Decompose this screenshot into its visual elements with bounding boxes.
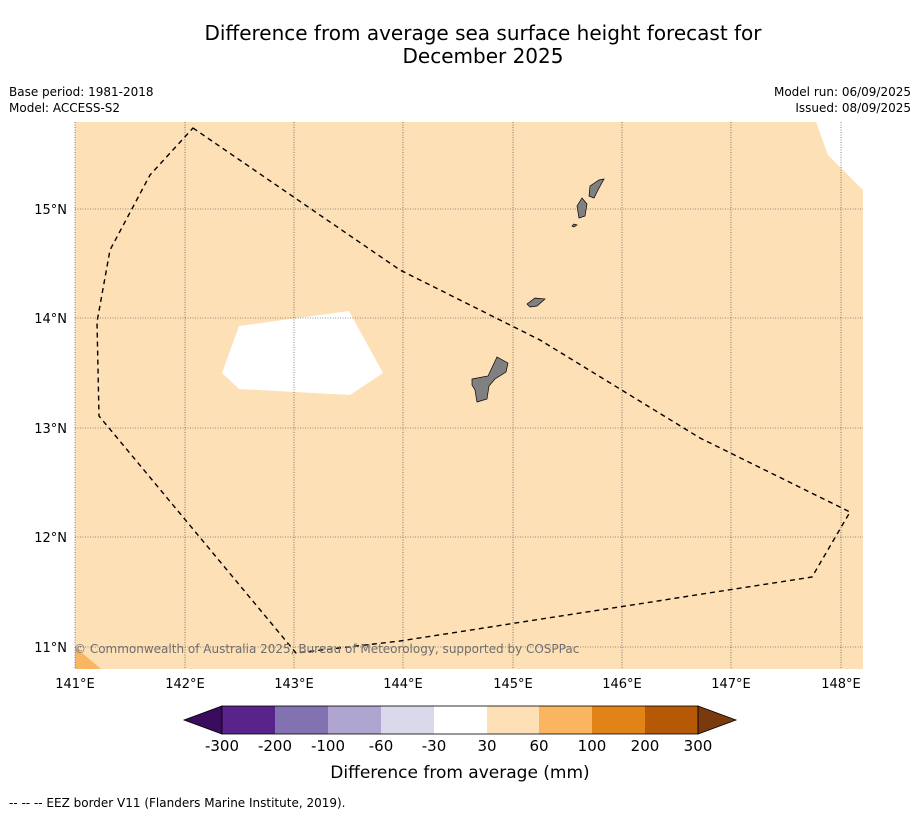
colorbar-segment bbox=[275, 706, 328, 734]
meta-right: Model run: 06/09/2025 Issued: 08/09/2025 bbox=[774, 84, 911, 116]
colorbar-segment bbox=[328, 706, 381, 734]
model-name: Model: ACCESS-S2 bbox=[9, 101, 121, 115]
colorbar-label: -200 bbox=[258, 737, 292, 755]
colorbar-label: 30 bbox=[477, 737, 496, 755]
colorbar-labels: -300 -200 -100 -60 -30 30 60 100 200 300 bbox=[205, 737, 712, 755]
lat-label: 11°N bbox=[34, 641, 67, 656]
lon-label: 148°E bbox=[821, 677, 861, 692]
island-tinian bbox=[576, 197, 588, 219]
colorbar-outline bbox=[221, 705, 699, 735]
base-period: Base period: 1981-2018 bbox=[9, 85, 154, 99]
colorbar-label: 300 bbox=[684, 737, 713, 755]
colorbar-label: -60 bbox=[369, 737, 394, 755]
colorbar: -300 -200 -100 -60 -30 30 60 100 200 300… bbox=[182, 705, 738, 783]
lon-label: 142°E bbox=[165, 677, 205, 692]
lat-label: 12°N bbox=[34, 531, 67, 546]
lon-label: 147°E bbox=[711, 677, 751, 692]
colorbar-segment bbox=[645, 706, 698, 734]
map-area: © Commonwealth of Australia 2025, Bureau… bbox=[74, 122, 863, 669]
issued-date: Issued: 08/09/2025 bbox=[795, 101, 911, 115]
colorbar-title: Difference from average (mm) bbox=[330, 763, 589, 783]
positive-anomaly-corner bbox=[75, 647, 101, 669]
lat-label: 15°N bbox=[34, 203, 67, 218]
latitude-labels: 15°N 14°N 13°N 12°N 11°N bbox=[34, 203, 67, 656]
colorbar-segment bbox=[222, 706, 275, 734]
island-guam bbox=[471, 356, 509, 403]
model-run: Model run: 06/09/2025 bbox=[773, 85, 911, 99]
title-line-1: Difference from average sea surface heig… bbox=[204, 21, 762, 45]
lon-label: 143°E bbox=[274, 677, 314, 692]
island-rota bbox=[526, 297, 546, 308]
island-saipan bbox=[588, 178, 605, 199]
island-aguijan bbox=[571, 223, 578, 228]
lon-label: 141°E bbox=[55, 677, 95, 692]
colorbar-extend-high bbox=[697, 705, 738, 735]
colorbar-extend-low bbox=[182, 705, 223, 735]
colorbar-label: -300 bbox=[205, 737, 239, 755]
colorbar-segment bbox=[381, 706, 434, 734]
meta-left: Base period: 1981-2018 Model: ACCESS-S2 bbox=[9, 84, 154, 116]
colorbar-label: -30 bbox=[422, 737, 447, 755]
ocean-anomaly-fill bbox=[75, 122, 863, 669]
islands bbox=[471, 178, 605, 403]
copyright-note: © Commonwealth of Australia 2025, Bureau… bbox=[74, 642, 579, 656]
map-figure: © Commonwealth of Australia 2025, Bureau… bbox=[34, 122, 863, 783]
colorbar-segment bbox=[434, 706, 487, 734]
chart-title: Difference from average sea surface heig… bbox=[0, 22, 919, 68]
colorbar-segment bbox=[487, 706, 539, 734]
gridlines bbox=[74, 122, 863, 669]
longitude-labels: 141°E 142°E 143°E 144°E 145°E 146°E 147°… bbox=[55, 677, 861, 692]
colorbar-label: 100 bbox=[578, 737, 607, 755]
colorbar-label: 200 bbox=[631, 737, 660, 755]
lat-label: 13°N bbox=[34, 422, 67, 437]
colorbar-label: 60 bbox=[529, 737, 548, 755]
lat-label: 14°N bbox=[34, 312, 67, 327]
lon-label: 146°E bbox=[602, 677, 642, 692]
neutral-area-northeast bbox=[816, 122, 863, 190]
colorbar-segment bbox=[539, 706, 592, 734]
neutral-area-west bbox=[222, 311, 383, 395]
eez-footnote: -- -- -- EEZ border V11 (Flanders Marine… bbox=[9, 796, 346, 810]
title-line-2: December 2025 bbox=[402, 44, 564, 68]
lon-label: 144°E bbox=[383, 677, 423, 692]
colorbar-segment bbox=[592, 706, 645, 734]
eez-border bbox=[96, 127, 851, 654]
colorbar-label: -100 bbox=[311, 737, 345, 755]
lon-label: 145°E bbox=[493, 677, 533, 692]
